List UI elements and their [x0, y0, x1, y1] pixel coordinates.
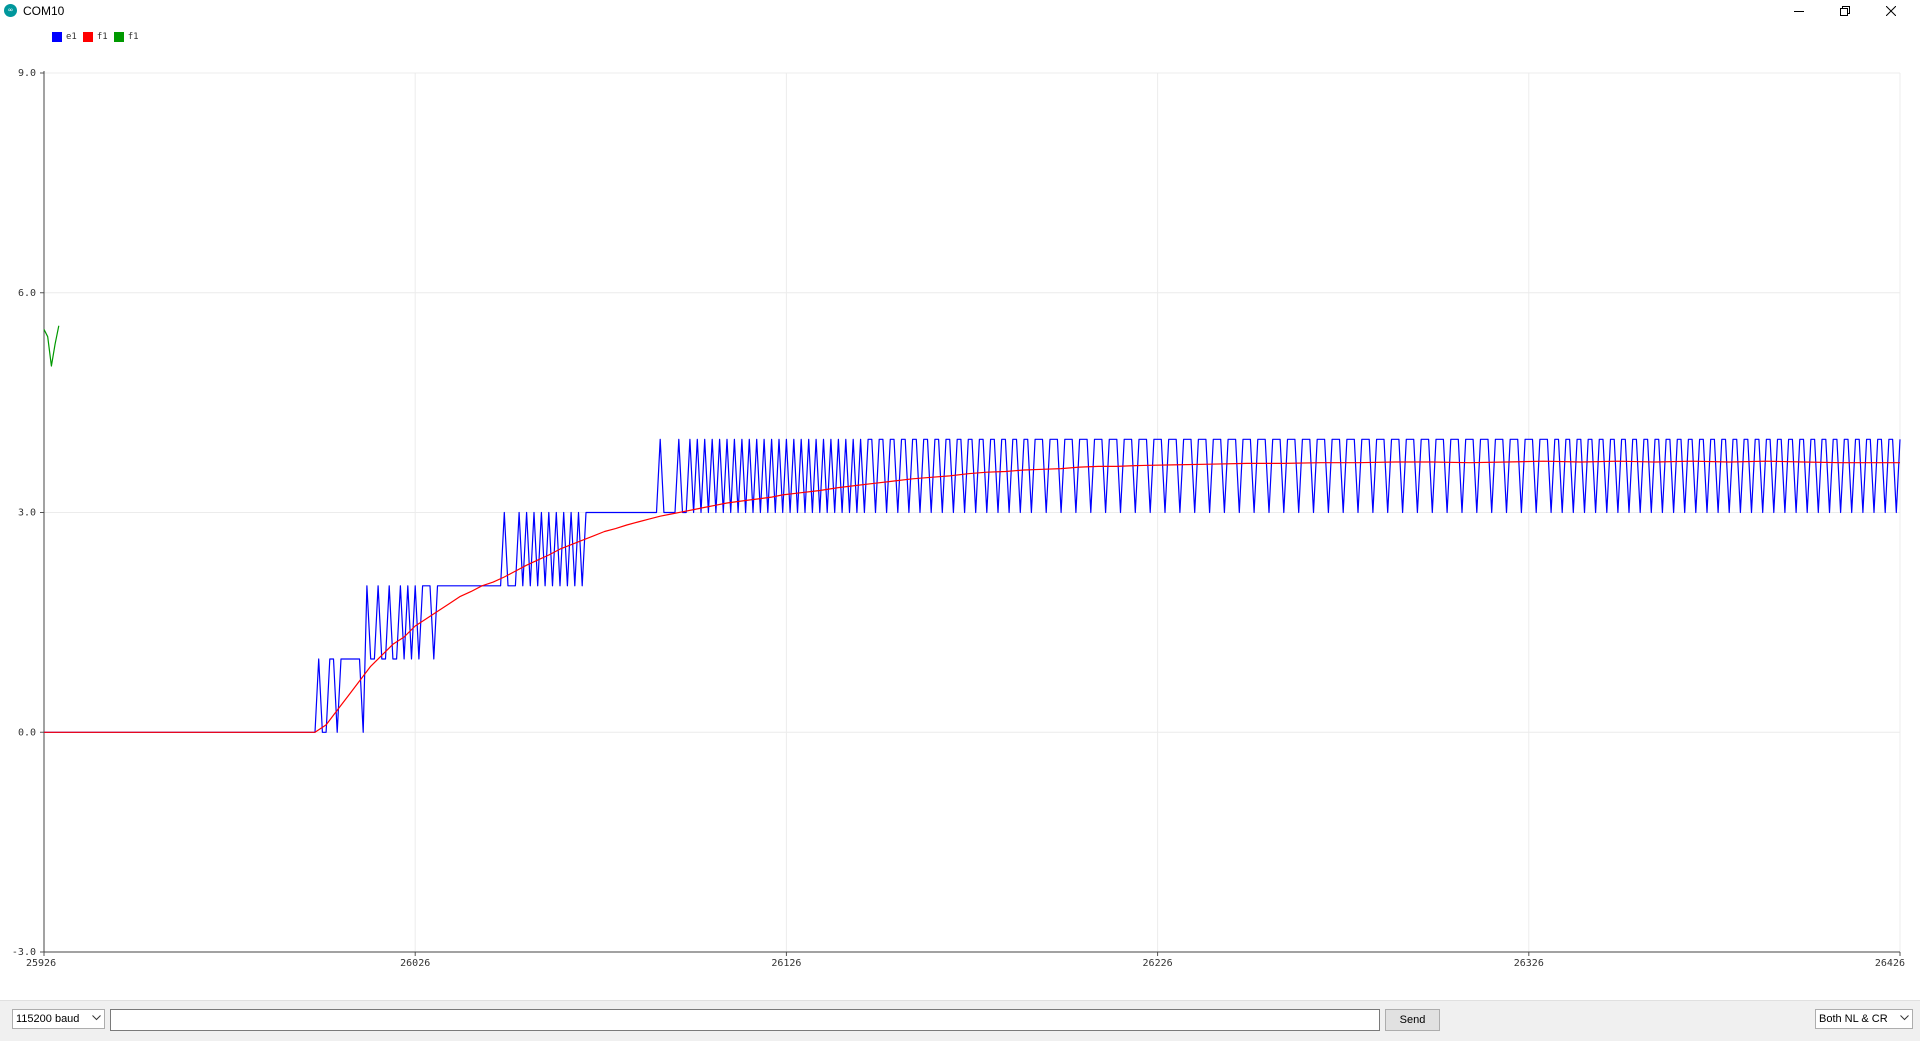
line-ending-select[interactable]: Both NL & CR: [1815, 1009, 1913, 1029]
series-line-e1-0: [44, 438, 1901, 733]
y-tick-label: 3.0: [18, 508, 36, 519]
legend-label: f1: [96, 32, 108, 42]
arduino-logo-icon: ∞: [4, 4, 17, 17]
grid-lines: [43, 72, 1901, 953]
axes: [40, 71, 1901, 956]
line-ending-value: Both NL & CR: [1819, 1013, 1888, 1025]
legend-label: f1: [127, 32, 139, 42]
baud-rate-select[interactable]: 115200 baud: [12, 1009, 105, 1029]
restore-button[interactable]: [1822, 0, 1868, 22]
x-tick-label: 26026: [400, 958, 430, 969]
x-tick-label: 26226: [1143, 958, 1173, 969]
x-tick-label: 26426: [1875, 958, 1905, 969]
chevron-down-icon: [1900, 1015, 1909, 1021]
series-lines: [43, 325, 1901, 733]
minimize-button[interactable]: [1776, 0, 1822, 22]
window-title: COM10: [23, 4, 65, 18]
chevron-down-icon: [92, 1015, 101, 1021]
title-bar: ∞ COM10: [0, 0, 1920, 22]
legend-item-f1-red: f1: [82, 32, 108, 42]
y-tick-label: 0.0: [18, 727, 36, 738]
close-icon: [1886, 6, 1896, 16]
legend-swatch: [113, 32, 124, 42]
series-line-f1-1: [44, 460, 1900, 733]
x-tick-label: 25926: [26, 958, 56, 969]
series-line-f1-2: [43, 325, 60, 367]
baud-rate-value: 115200 baud: [16, 1013, 80, 1025]
x-tick-label: 26126: [771, 958, 801, 969]
y-tick-label: 6.0: [18, 288, 36, 299]
minimize-icon: [1794, 11, 1804, 12]
y-tick-label: 9.0: [18, 68, 36, 79]
legend-item-f1-green: f1: [113, 32, 139, 42]
x-tick-label: 26326: [1514, 958, 1544, 969]
restore-icon: [1840, 6, 1850, 16]
legend: e1 f1 f1: [52, 31, 145, 43]
legend-swatch: [52, 32, 62, 42]
close-button[interactable]: [1868, 0, 1914, 22]
legend-swatch: [82, 32, 93, 42]
legend-item-e1: e1: [52, 32, 77, 42]
y-tick-label: -3.0: [12, 947, 36, 958]
message-input[interactable]: [110, 1009, 1380, 1031]
legend-label: e1: [66, 32, 77, 42]
send-button[interactable]: Send: [1385, 1009, 1440, 1031]
